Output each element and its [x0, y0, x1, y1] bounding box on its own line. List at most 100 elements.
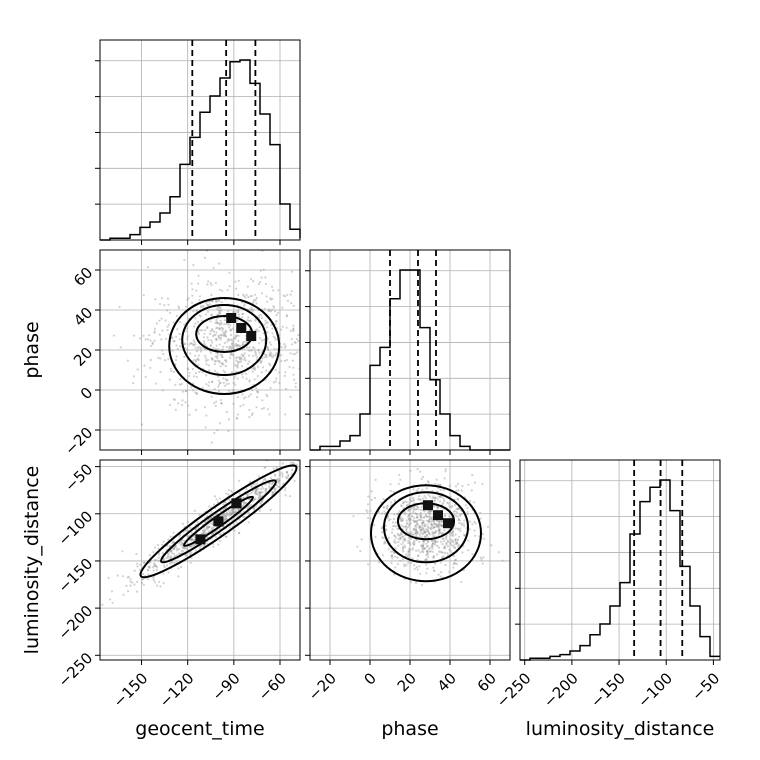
density-peak-cell: [236, 323, 247, 333]
x-tick-label: −90: [209, 669, 244, 704]
scatter-point: [179, 540, 182, 544]
scatter-point: [184, 389, 187, 393]
scatter-point: [118, 305, 121, 309]
y-tick-label: 40: [70, 304, 96, 330]
scatter-point: [463, 534, 466, 537]
scatter-point: [194, 359, 198, 362]
scatter-point: [413, 542, 416, 546]
scatter-point: [236, 344, 239, 347]
scatter-point: [431, 542, 434, 545]
scatter-point: [482, 556, 485, 559]
scatter-point: [176, 547, 179, 550]
scatter-point: [307, 340, 309, 342]
scatter-point: [427, 521, 430, 524]
scatter-point: [423, 531, 426, 534]
scatter-point: [378, 561, 381, 564]
scatter-point: [224, 535, 227, 538]
scatter-point: [208, 300, 211, 303]
scatter-point: [415, 520, 418, 523]
scatter-point: [213, 362, 216, 366]
scatter-point: [155, 322, 158, 325]
scatter-point: [416, 505, 419, 508]
scatter-point: [421, 521, 425, 524]
scatter-point: [122, 593, 125, 596]
scatter-point: [253, 482, 256, 485]
scatter-point: [407, 517, 410, 521]
scatter-point: [196, 320, 199, 324]
scatter-point: [205, 302, 208, 305]
scatter-point: [370, 490, 373, 493]
scatter-point: [238, 356, 241, 359]
scatter-point: [225, 410, 228, 414]
scatter-point: [153, 564, 156, 568]
scatter-point: [411, 499, 414, 502]
scatter-point: [257, 391, 260, 394]
scatter-point: [457, 528, 460, 531]
scatter-point: [218, 334, 221, 337]
scatter-point: [223, 319, 226, 322]
scatter-point: [249, 480, 252, 483]
scatter-point: [360, 538, 363, 541]
scatter-point: [420, 536, 423, 539]
scatter-point: [263, 466, 266, 469]
scatter-point: [426, 515, 429, 519]
scatter-point: [417, 549, 420, 552]
scatter-point: [415, 529, 418, 532]
scatter-point: [421, 497, 425, 500]
scatter-point: [190, 531, 193, 534]
scatter-point: [257, 487, 260, 490]
scatter-point: [282, 482, 285, 485]
scatter-point: [273, 488, 276, 491]
scatter-point: [203, 521, 207, 524]
scatter-point: [265, 488, 268, 491]
scatter-point: [303, 321, 305, 323]
scatter-point: [153, 331, 156, 334]
scatter-point: [393, 551, 396, 555]
scatter-point: [451, 530, 454, 533]
scatter-point: [228, 345, 232, 348]
scatter-point: [438, 520, 442, 523]
scatter-point: [244, 372, 247, 375]
scatter-point: [409, 543, 412, 546]
scatter-point: [172, 340, 175, 343]
scatter-point: [427, 519, 430, 523]
scatter-point: [454, 538, 457, 541]
scatter-point: [211, 357, 214, 360]
scatter-point: [155, 564, 158, 568]
scatter-point: [204, 521, 207, 524]
scatter-point: [264, 466, 267, 469]
scatter-point: [210, 313, 213, 316]
scatter-point: [200, 532, 203, 535]
scatter-point: [232, 508, 235, 511]
scatter-point: [242, 354, 245, 357]
scatter-point: [187, 368, 190, 371]
scatter-point: [257, 330, 260, 333]
scatter-point: [184, 401, 187, 404]
scatter-point: [414, 531, 417, 534]
scatter-point: [227, 326, 231, 329]
density-contour: [168, 297, 281, 395]
scatter-point: [255, 492, 258, 495]
scatter-point: [433, 500, 436, 503]
scatter-point: [420, 505, 423, 509]
scatter-point: [411, 515, 414, 518]
scatter-point: [384, 529, 387, 532]
scatter-point: [420, 544, 423, 547]
scatter-point: [422, 542, 425, 545]
scatter-point: [231, 508, 234, 511]
x-tick-label: 40: [434, 669, 460, 695]
scatter-point: [170, 557, 173, 560]
scatter-point: [441, 524, 444, 528]
scatter-point: [441, 551, 444, 554]
y-tick-label: −200: [55, 602, 97, 644]
scatter-point: [253, 368, 257, 371]
scatter-point: [453, 543, 456, 546]
scatter-point: [386, 515, 389, 518]
scatter-point: [468, 528, 471, 531]
scatter-point: [243, 295, 246, 298]
scatter-point: [382, 497, 385, 501]
scatter-point: [283, 374, 286, 377]
scatter-point: [396, 563, 399, 566]
scatter-point: [218, 328, 221, 331]
scatter-point: [418, 525, 422, 528]
